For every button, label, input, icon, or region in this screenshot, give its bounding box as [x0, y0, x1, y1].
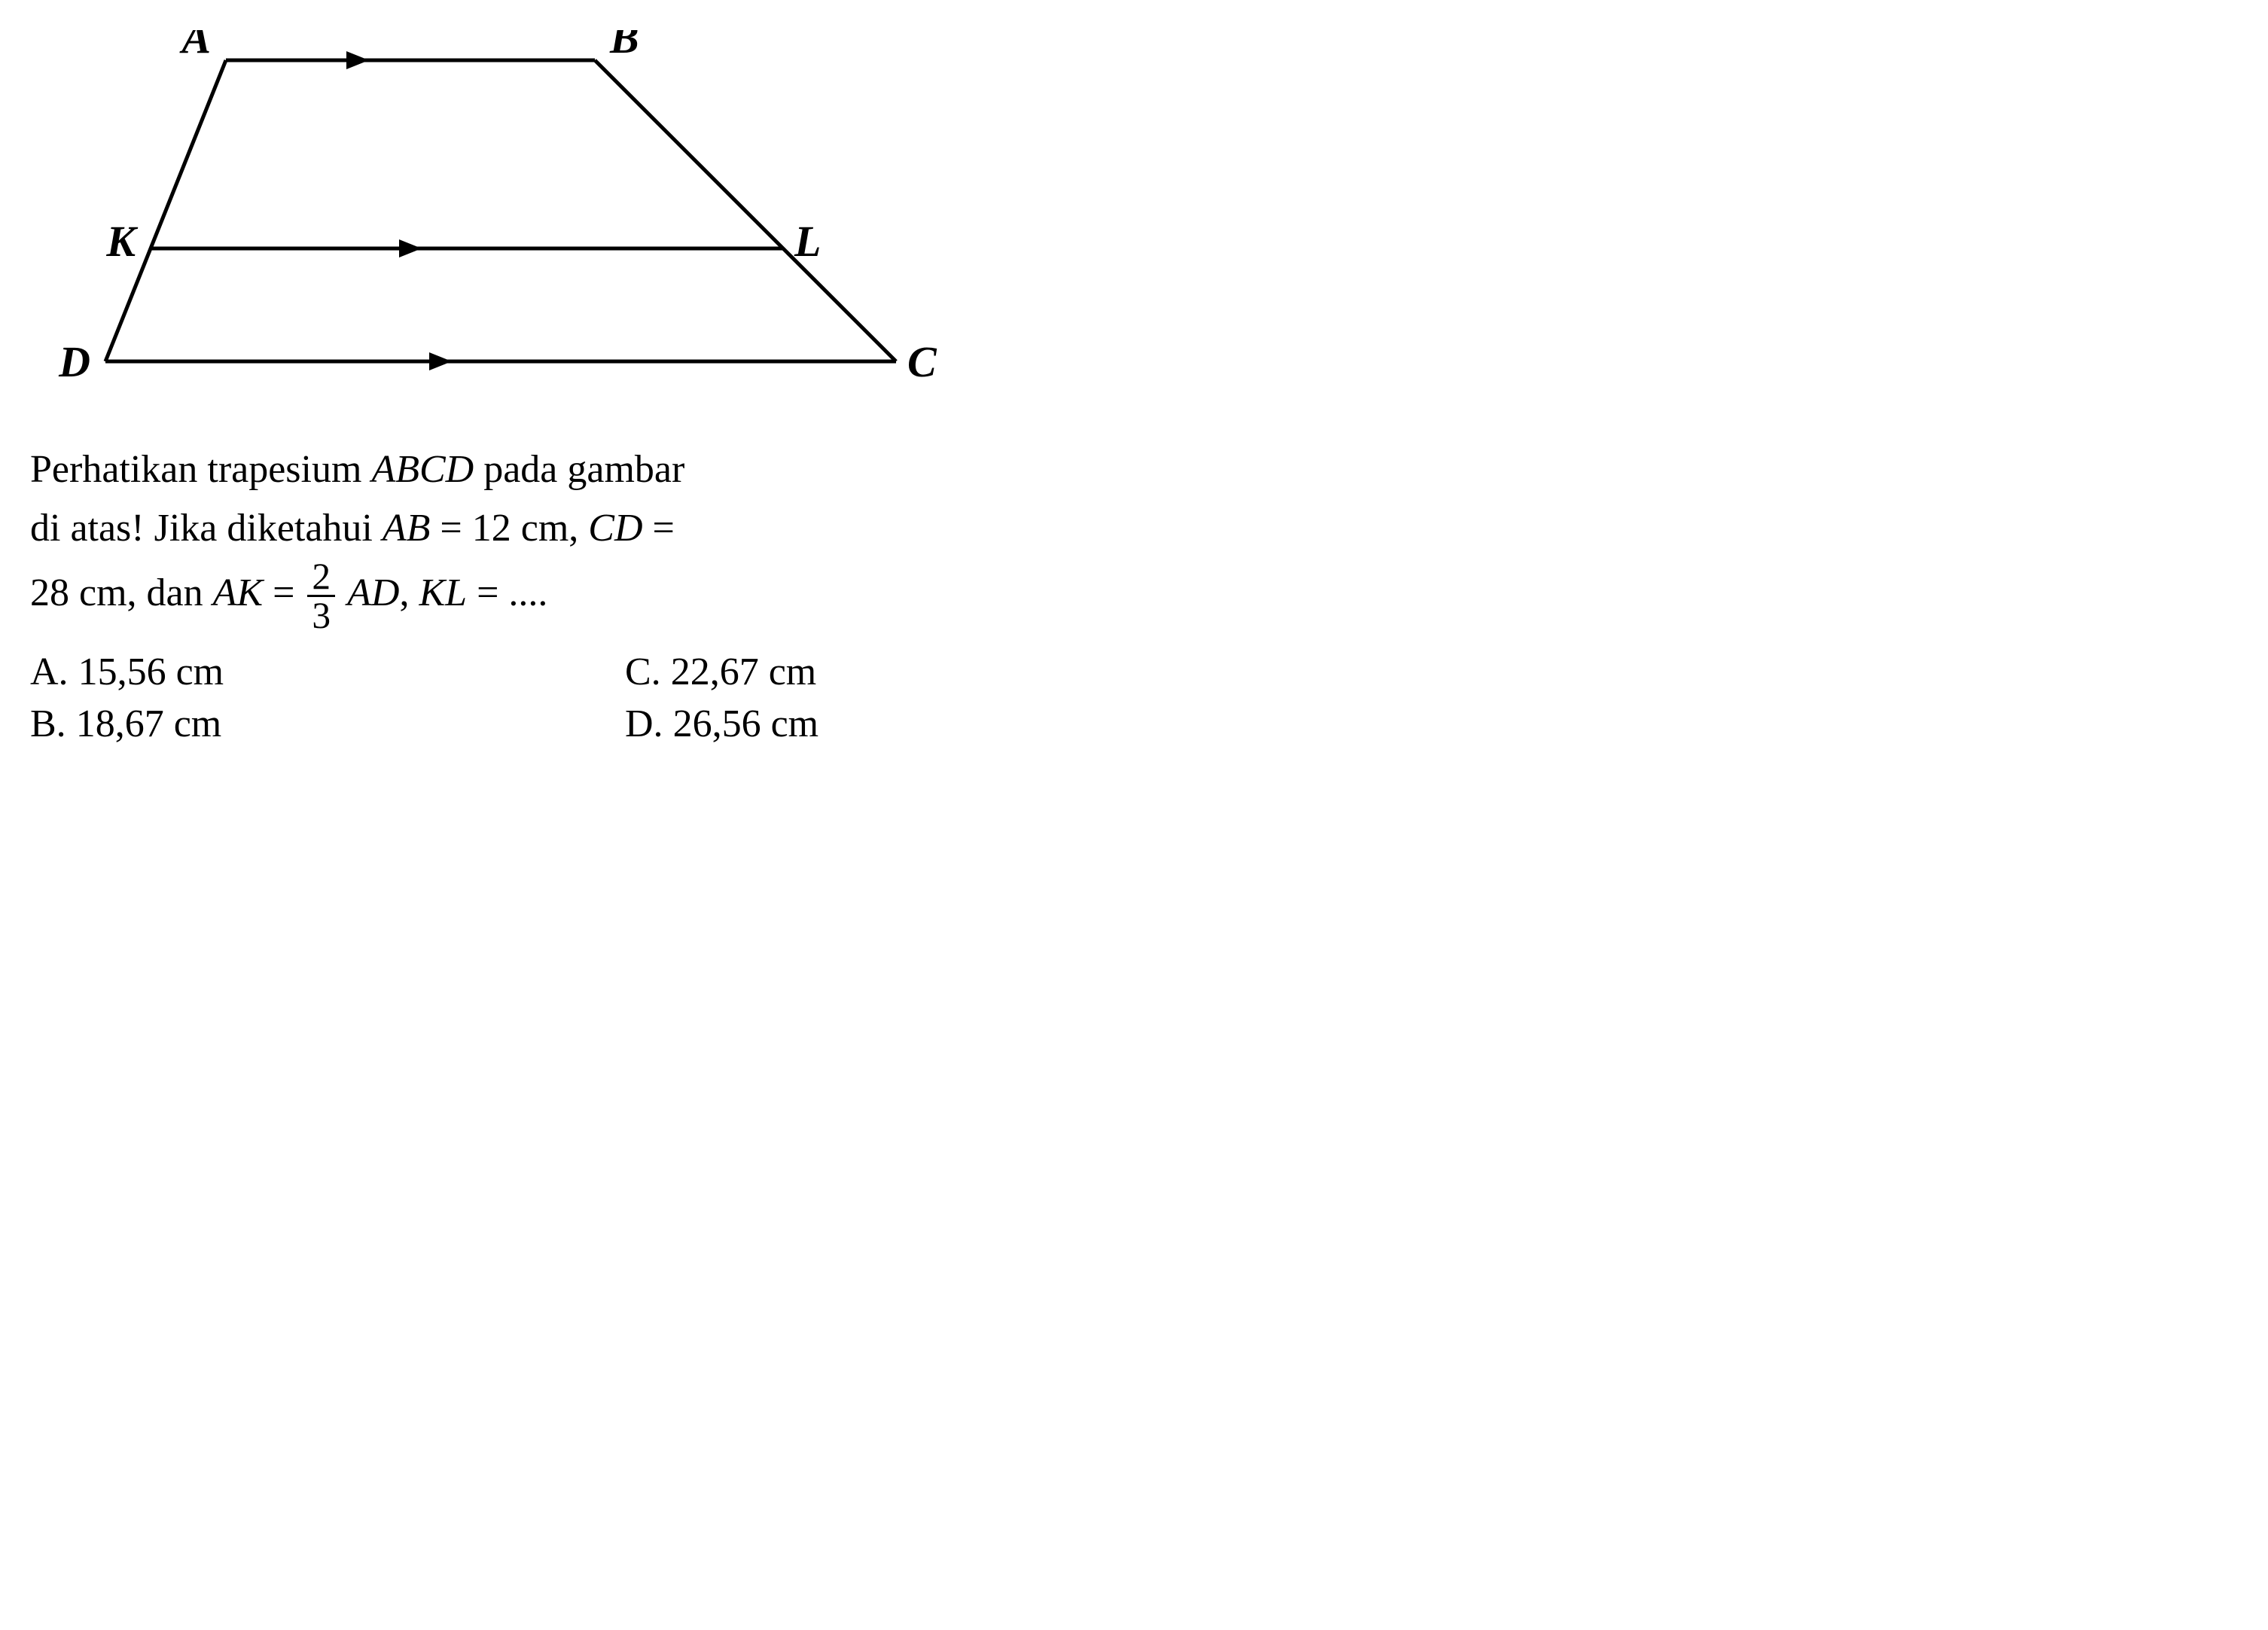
- option-letter: A.: [30, 650, 69, 693]
- option-letter: D.: [625, 702, 663, 745]
- option-C: C. 22,67 cm: [625, 650, 1084, 694]
- text: di atas! Jika diketahui: [30, 507, 383, 550]
- text: pada gambar: [474, 448, 684, 491]
- fraction: 23: [307, 558, 335, 635]
- label-C: C: [907, 337, 937, 386]
- line-AD: [105, 60, 226, 361]
- label-A: A: [179, 30, 211, 62]
- option-A: A. 15,56 cm: [30, 650, 489, 694]
- line-BC: [595, 60, 896, 361]
- text-italic: AD: [338, 571, 399, 614]
- option-value: 22,67 cm: [671, 650, 817, 693]
- arrow-DC: [429, 352, 452, 370]
- text-italic: AB: [383, 507, 431, 550]
- option-letter: C.: [625, 650, 661, 693]
- option-letter: B.: [30, 702, 66, 745]
- label-D: D: [58, 337, 90, 386]
- text: ,: [399, 571, 419, 614]
- option-D: D. 26,56 cm: [625, 702, 1084, 746]
- text: =: [643, 507, 675, 550]
- problem-line-1: Perhatikan trapesium ABCD pada gambar: [30, 440, 1235, 499]
- label-K: K: [105, 217, 138, 266]
- option-value: 18,67 cm: [76, 702, 222, 745]
- text-italic: ABCD: [371, 448, 474, 491]
- text: = ....: [467, 571, 547, 614]
- arrow-AB: [346, 51, 369, 69]
- fraction-numerator: 2: [307, 558, 335, 597]
- trapezium-svg: A B K L D C: [30, 30, 971, 414]
- label-B: B: [609, 30, 639, 62]
- answer-options: A. 15,56 cm C. 22,67 cm B. 18,67 cm D. 2…: [30, 650, 1084, 746]
- fraction-denominator: 3: [307, 597, 335, 634]
- text: =: [263, 571, 304, 614]
- option-B: B. 18,67 cm: [30, 702, 489, 746]
- text-italic: CD: [588, 507, 642, 550]
- problem-line-3: 28 cm, dan AK = 23 AD, KL = ....: [30, 558, 1235, 635]
- problem-statement: Perhatikan trapesium ABCD pada gambar di…: [30, 440, 1235, 635]
- problem-line-2: di atas! Jika diketahui AB = 12 cm, CD =: [30, 499, 1235, 558]
- trapezium-figure: A B K L D C: [30, 30, 2238, 418]
- text: Perhatikan trapesium: [30, 448, 371, 491]
- text-italic: AK: [213, 571, 263, 614]
- text: = 12 cm,: [430, 507, 588, 550]
- option-value: 26,56 cm: [673, 702, 819, 745]
- text-italic: KL: [419, 571, 467, 614]
- option-value: 15,56 cm: [78, 650, 224, 693]
- label-L: L: [794, 217, 821, 266]
- text: 28 cm, dan: [30, 571, 213, 614]
- arrow-KL: [399, 239, 422, 257]
